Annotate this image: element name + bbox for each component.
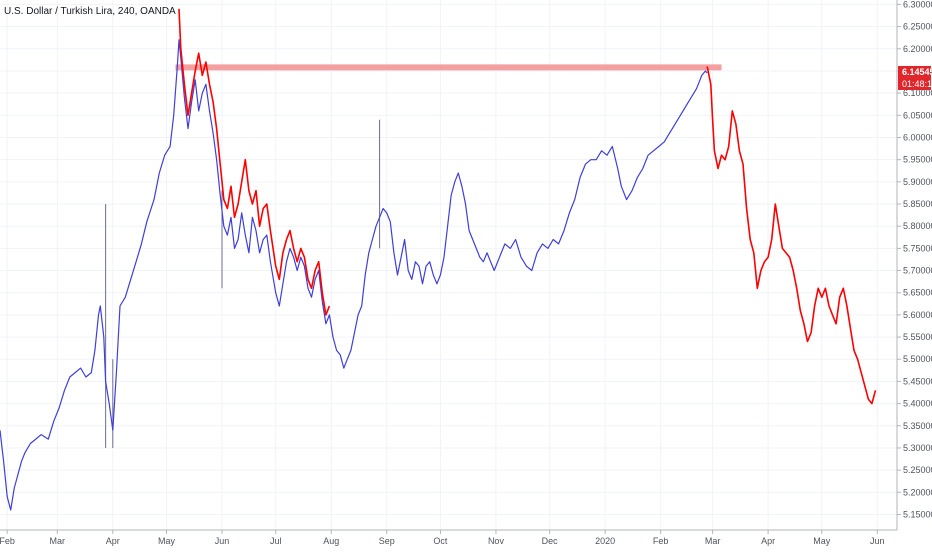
x-tick-label: Apr bbox=[761, 536, 775, 546]
x-tick-label: Aug bbox=[323, 536, 339, 546]
price-series bbox=[0, 8, 877, 511]
y-tick-label: 5.50000 bbox=[903, 354, 932, 364]
y-tick-label: 5.85000 bbox=[903, 199, 932, 209]
x-tick-label: Dec bbox=[542, 536, 559, 546]
current-price-badge bbox=[898, 65, 931, 78]
x-tick-label: May bbox=[813, 536, 831, 546]
y-tick-label: 5.55000 bbox=[903, 332, 932, 342]
current-price-label: 6.14545 bbox=[902, 67, 932, 77]
y-tick-label: 5.15000 bbox=[903, 509, 932, 519]
y-tick-label: 5.65000 bbox=[903, 288, 932, 298]
projection-line bbox=[178, 8, 331, 316]
y-tick-label: 5.60000 bbox=[903, 310, 932, 320]
y-tick-label: 6.10000 bbox=[903, 88, 932, 98]
y-tick-label: 6.00000 bbox=[903, 132, 932, 142]
y-tick-label: 6.05000 bbox=[903, 110, 932, 120]
x-tick-label: 2020 bbox=[595, 536, 615, 546]
y-tick-label: 5.80000 bbox=[903, 221, 932, 231]
y-tick-label: 5.30000 bbox=[903, 443, 932, 453]
projection-line bbox=[706, 66, 877, 405]
price-line bbox=[0, 39, 708, 511]
x-tick-label: Jun bbox=[215, 536, 230, 546]
x-tick-label: Apr bbox=[106, 536, 120, 546]
x-tick-label: Sep bbox=[379, 536, 395, 546]
x-tick-label: Jul bbox=[270, 536, 282, 546]
chart-title: U.S. Dollar / Turkish Lira, 240, OANDA bbox=[4, 6, 176, 17]
y-tick-label: 5.45000 bbox=[903, 376, 932, 386]
y-tick-label: 5.70000 bbox=[903, 266, 932, 276]
x-tick-label: Oct bbox=[433, 536, 448, 546]
x-tick-label: Feb bbox=[0, 536, 15, 546]
countdown-badge bbox=[898, 77, 931, 90]
x-tick-label: Mar bbox=[705, 536, 721, 546]
y-tick-label: 5.75000 bbox=[903, 243, 932, 253]
countdown-label: 01:48:14 bbox=[902, 79, 932, 89]
y-tick-label: 5.95000 bbox=[903, 155, 932, 165]
y-tick-label: 5.90000 bbox=[903, 177, 932, 187]
grid bbox=[0, 0, 897, 530]
y-tick-label: 6.30000 bbox=[903, 0, 932, 9]
y-tick-label: 5.25000 bbox=[903, 465, 932, 475]
x-tick-label: Jun bbox=[870, 536, 885, 546]
y-tick-label: 5.20000 bbox=[903, 487, 932, 497]
x-tick-label: May bbox=[158, 536, 176, 546]
y-tick-label: 5.35000 bbox=[903, 421, 932, 431]
y-tick-label: 5.40000 bbox=[903, 399, 932, 409]
x-tick-label: Nov bbox=[488, 536, 505, 546]
x-tick-label: Feb bbox=[653, 536, 669, 546]
x-tick-label: Mar bbox=[50, 536, 66, 546]
y-tick-label: 6.20000 bbox=[903, 44, 932, 54]
y-tick-label: 6.25000 bbox=[903, 22, 932, 32]
